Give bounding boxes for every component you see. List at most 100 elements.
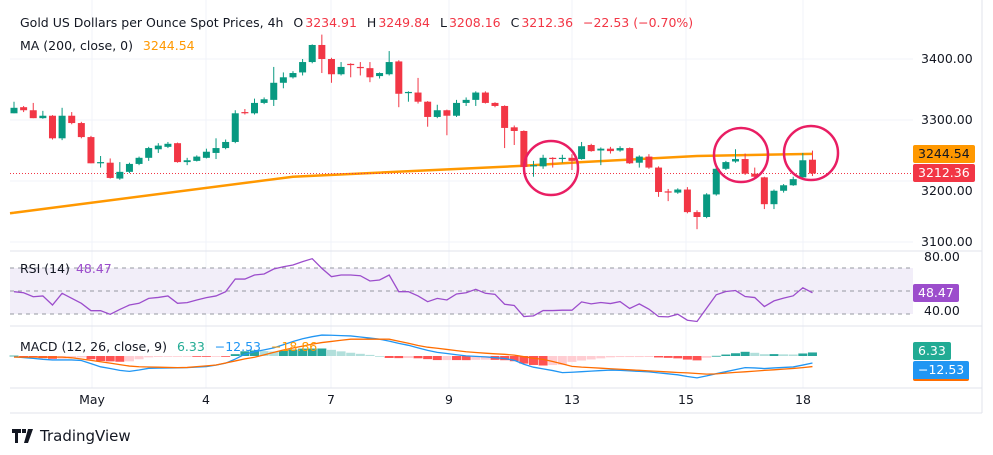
candle-body	[193, 156, 201, 161]
ma-200-line-start	[9, 211, 15, 215]
candle	[183, 157, 191, 166]
candle	[347, 63, 355, 78]
candle	[655, 166, 663, 197]
macd-histogram-bar	[326, 349, 336, 356]
macd-histogram-bar	[19, 356, 29, 357]
candle-body	[722, 162, 730, 169]
macd-histogram-bar	[750, 352, 760, 356]
rsi-tick: 80.00	[924, 249, 960, 264]
macd-histogram-bar	[384, 356, 394, 358]
x-tick: 18	[795, 392, 811, 407]
candle-body	[568, 157, 576, 161]
macd-histogram-bar	[644, 356, 654, 358]
macd-tag: −12.53	[913, 361, 970, 381]
price-tick: 3100.00	[921, 234, 973, 249]
candle-body	[770, 190, 778, 205]
macd-histogram-bar	[163, 356, 173, 357]
candle	[154, 143, 162, 153]
macd-histogram-bar	[567, 356, 577, 362]
macd-histogram-bar	[365, 354, 375, 356]
candle	[760, 176, 768, 210]
tradingview-logo[interactable]: TradingView	[12, 427, 131, 445]
candle-body	[472, 92, 480, 100]
low-value: 3208.16	[448, 15, 501, 30]
macd-histogram-bar	[288, 349, 298, 356]
candle	[453, 99, 461, 117]
candle	[135, 156, 143, 166]
candle	[231, 110, 239, 144]
candle-body	[260, 99, 268, 103]
candle-body	[241, 112, 249, 114]
candle-body	[558, 157, 566, 160]
candle-body	[58, 115, 66, 139]
candle-body	[655, 167, 663, 192]
rsi-line	[13, 257, 813, 323]
candle	[241, 109, 249, 115]
candle-body	[231, 113, 239, 142]
candles	[10, 34, 816, 230]
candle	[270, 66, 278, 106]
candle	[10, 101, 18, 114]
grid	[10, 0, 913, 388]
candle	[356, 62, 364, 76]
candle-body	[510, 127, 518, 131]
macd-histogram-bar	[278, 350, 288, 356]
candle	[116, 162, 124, 180]
ma-value: 3244.54	[142, 38, 195, 53]
candle-body	[664, 191, 672, 193]
ma-200-line	[13, 152, 813, 214]
rsi-series	[13, 257, 813, 323]
candle	[424, 101, 432, 127]
macd-histogram-bar	[769, 354, 779, 356]
macd-histogram-bar	[577, 356, 587, 361]
macd-histogram-bar	[250, 350, 259, 356]
macd-histogram-bar	[192, 356, 202, 357]
candle	[145, 146, 153, 161]
candle-body	[683, 189, 691, 213]
macd-histogram-bar	[682, 356, 692, 360]
rsi-value: 48.47	[75, 261, 112, 276]
candle-body	[202, 151, 210, 158]
main-legend: Gold US Dollars per Ounce Spot Prices, 4…	[20, 15, 694, 30]
candle-body	[385, 62, 393, 75]
macd-histogram-bar	[259, 351, 269, 356]
macd-histogram-bar	[336, 351, 346, 356]
macd-histogram-bar	[634, 356, 644, 358]
price-tick: 3300.00	[921, 112, 973, 127]
close-value: 3212.36	[521, 15, 574, 30]
macd-histogram-bar	[221, 356, 231, 357]
candle-body	[376, 73, 384, 77]
x-tick: 4	[202, 392, 210, 407]
macd-histogram-bar	[442, 356, 452, 361]
macd-line-value: −12.53	[214, 339, 262, 354]
candle-body	[453, 102, 461, 116]
candle-body	[635, 156, 643, 163]
candle-body	[395, 61, 403, 94]
candle	[289, 71, 297, 79]
candle-body	[789, 179, 797, 186]
candle-body	[308, 44, 316, 63]
rsi-levels	[10, 267, 913, 315]
candle	[587, 143, 595, 152]
candle-body	[299, 62, 307, 73]
macd-histogram-bar	[692, 356, 702, 361]
macd-series	[9, 334, 817, 379]
macd-line	[13, 334, 813, 379]
candle-body	[741, 159, 749, 174]
macd-histogram-bar	[528, 356, 538, 365]
candle	[20, 105, 28, 113]
candle	[376, 72, 384, 79]
candle	[751, 167, 759, 178]
candle	[68, 112, 76, 125]
candle-body	[29, 110, 37, 119]
open-value: 3234.91	[305, 15, 357, 30]
annotation-circle	[782, 124, 840, 182]
candle	[318, 34, 326, 74]
candle-body	[222, 141, 230, 149]
candle	[222, 139, 230, 150]
candle	[385, 51, 393, 76]
signal-line	[14, 338, 813, 375]
candle-body	[77, 123, 85, 138]
candle-body	[529, 165, 537, 167]
